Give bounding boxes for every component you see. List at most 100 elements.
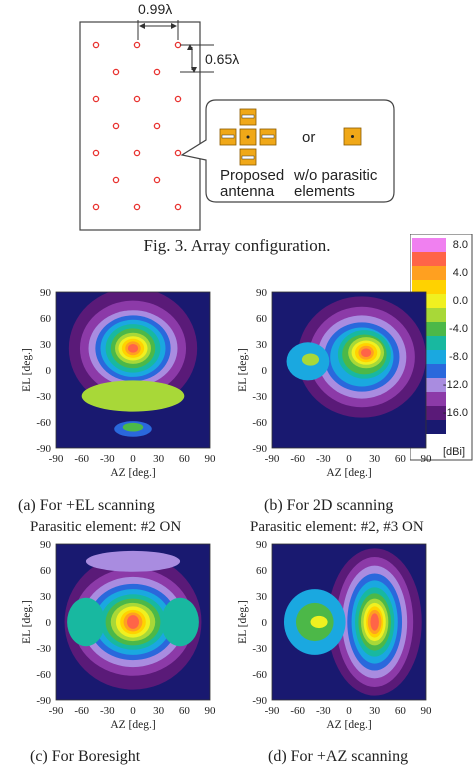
contour-lobe (67, 597, 105, 647)
x-tick-label: -90 (49, 453, 64, 465)
x-tick-label: -90 (265, 705, 280, 717)
y-tick-label: 60 (256, 313, 268, 325)
array-element-dot (112, 122, 120, 130)
radiation-pattern-panel-b: -90 -60 -30 0 30 60 90 90 60 30 0 -30 -60 -90 AZ [deg.… (237, 287, 432, 479)
y-tick-label: 0 (262, 617, 268, 629)
y-tick-label: -90 (36, 443, 51, 455)
panel-a-caption: (a) For +EL scanning (18, 497, 155, 514)
x-tick-label: 30 (369, 453, 381, 465)
legend-swatch (412, 238, 446, 252)
contour-level (360, 348, 372, 357)
legend-tick-label: -8.0 (449, 351, 468, 363)
legend-tick-label: -4.0 (449, 323, 468, 335)
x-tick-label: 60 (395, 705, 407, 717)
heatmap-area (272, 544, 426, 700)
x-tick-label: 30 (153, 453, 165, 465)
y-axis-label: EL [deg.] (237, 600, 249, 644)
y-tick-label: 30 (256, 339, 268, 351)
plot-frame (55, 291, 211, 449)
x-tick-label: -30 (316, 453, 331, 465)
panel-b-caption: (b) For 2D scanning (264, 497, 394, 514)
y-tick-label: -90 (36, 695, 51, 707)
y-tick-label: 90 (40, 287, 52, 299)
y-tick-label: 60 (256, 565, 268, 577)
y-axis-label: EL [deg.] (237, 348, 249, 392)
array-element-dot (92, 149, 100, 157)
x-tick-label: -60 (74, 453, 89, 465)
y-tick-label: 30 (256, 591, 268, 603)
x-tick-label: -30 (316, 705, 331, 717)
x-tick-label: 0 (346, 705, 352, 717)
proposed-label-line2: antenna (220, 183, 275, 200)
x-tick-label: 90 (205, 453, 217, 465)
array-element-dot (133, 203, 141, 211)
contour-lobe (122, 422, 144, 432)
y-tick-label: 60 (40, 565, 52, 577)
array-element-dot (174, 41, 182, 49)
heatmap-area (56, 544, 210, 700)
spacing-h-label: 0.99λ (138, 1, 172, 17)
y-tick-label: -60 (36, 669, 51, 681)
array-element-dot (153, 68, 161, 76)
y-tick-label: 0 (262, 365, 268, 377)
panel-d-caption: (d) For +AZ scanning (268, 748, 409, 765)
array-element-dot (174, 149, 182, 157)
legend-tick-label: 4.0 (453, 267, 468, 279)
heatmap-area (272, 292, 426, 448)
contour-level (127, 615, 139, 629)
array-board-outline (79, 21, 201, 231)
panel-a-subcaption: Parasitic element: #2 ON (30, 519, 182, 535)
spacing-v-label: 0.65λ (205, 51, 239, 67)
x-tick-label: -30 (100, 705, 115, 717)
y-tick-label: -30 (252, 391, 267, 403)
y-tick-label: -30 (36, 391, 51, 403)
y-tick-label: 0 (46, 617, 52, 629)
x-tick-label: 0 (130, 705, 136, 717)
x-tick-label: -30 (100, 453, 115, 465)
radiation-pattern-panel-a: -90 -60 -30 0 30 60 90 90 60 30 0 -30 -60 -90 AZ [deg.… (21, 287, 217, 479)
legend-swatch (412, 252, 446, 266)
x-tick-label: 30 (369, 705, 381, 717)
legend-swatch (412, 280, 446, 294)
array-element-dot (133, 95, 141, 103)
panel-c-caption: (c) For Boresight (30, 748, 141, 765)
array-element-dot (133, 149, 141, 157)
x-tick-label: -90 (49, 705, 64, 717)
y-tick-label: 90 (40, 539, 52, 551)
contour-lobe (301, 353, 320, 366)
figure-caption: Fig. 3. Array configuration. (143, 236, 331, 255)
x-tick-label: 60 (179, 453, 191, 465)
y-tick-label: -60 (252, 669, 267, 681)
array-element-dot (133, 41, 141, 49)
x-tick-label: -60 (74, 705, 89, 717)
proposed-label-line1: Proposed (220, 167, 284, 184)
legend-tick-label: -12.0 (443, 379, 468, 391)
y-tick-label: -90 (252, 443, 267, 455)
legend-swatch (412, 266, 446, 280)
x-tick-label: 0 (346, 453, 352, 465)
plot-frame (271, 543, 427, 701)
y-tick-label: -60 (36, 417, 51, 429)
alt-label-line1: w/o parasitic (293, 167, 378, 184)
element-callout-bubble (180, 99, 395, 203)
proposed-antenna-icon (219, 108, 277, 166)
alt-label-line2: elements (294, 183, 355, 200)
legend-tick-label: 0.0 (453, 295, 468, 307)
y-tick-label: 30 (40, 339, 52, 351)
contour-lobe (310, 615, 328, 629)
y-axis-label: EL [deg.] (21, 600, 33, 644)
array-element-dot (92, 203, 100, 211)
x-axis-label: AZ [deg.] (110, 467, 155, 479)
array-configuration-figure: 0.99λ 0.65λ or Proposed antenna w/o para… (79, 1, 395, 231)
array-element-dot (153, 122, 161, 130)
x-tick-label: 90 (421, 705, 433, 717)
array-element-dot (174, 203, 182, 211)
contour-lobe (161, 597, 199, 647)
array-element-grid (92, 41, 182, 211)
plot-frame (55, 543, 211, 701)
contour-lobe (81, 380, 185, 412)
x-axis-label: AZ [deg.] (326, 719, 371, 731)
y-tick-label: 30 (40, 591, 52, 603)
heatmap-area (56, 292, 210, 448)
x-tick-label: 30 (153, 705, 165, 717)
